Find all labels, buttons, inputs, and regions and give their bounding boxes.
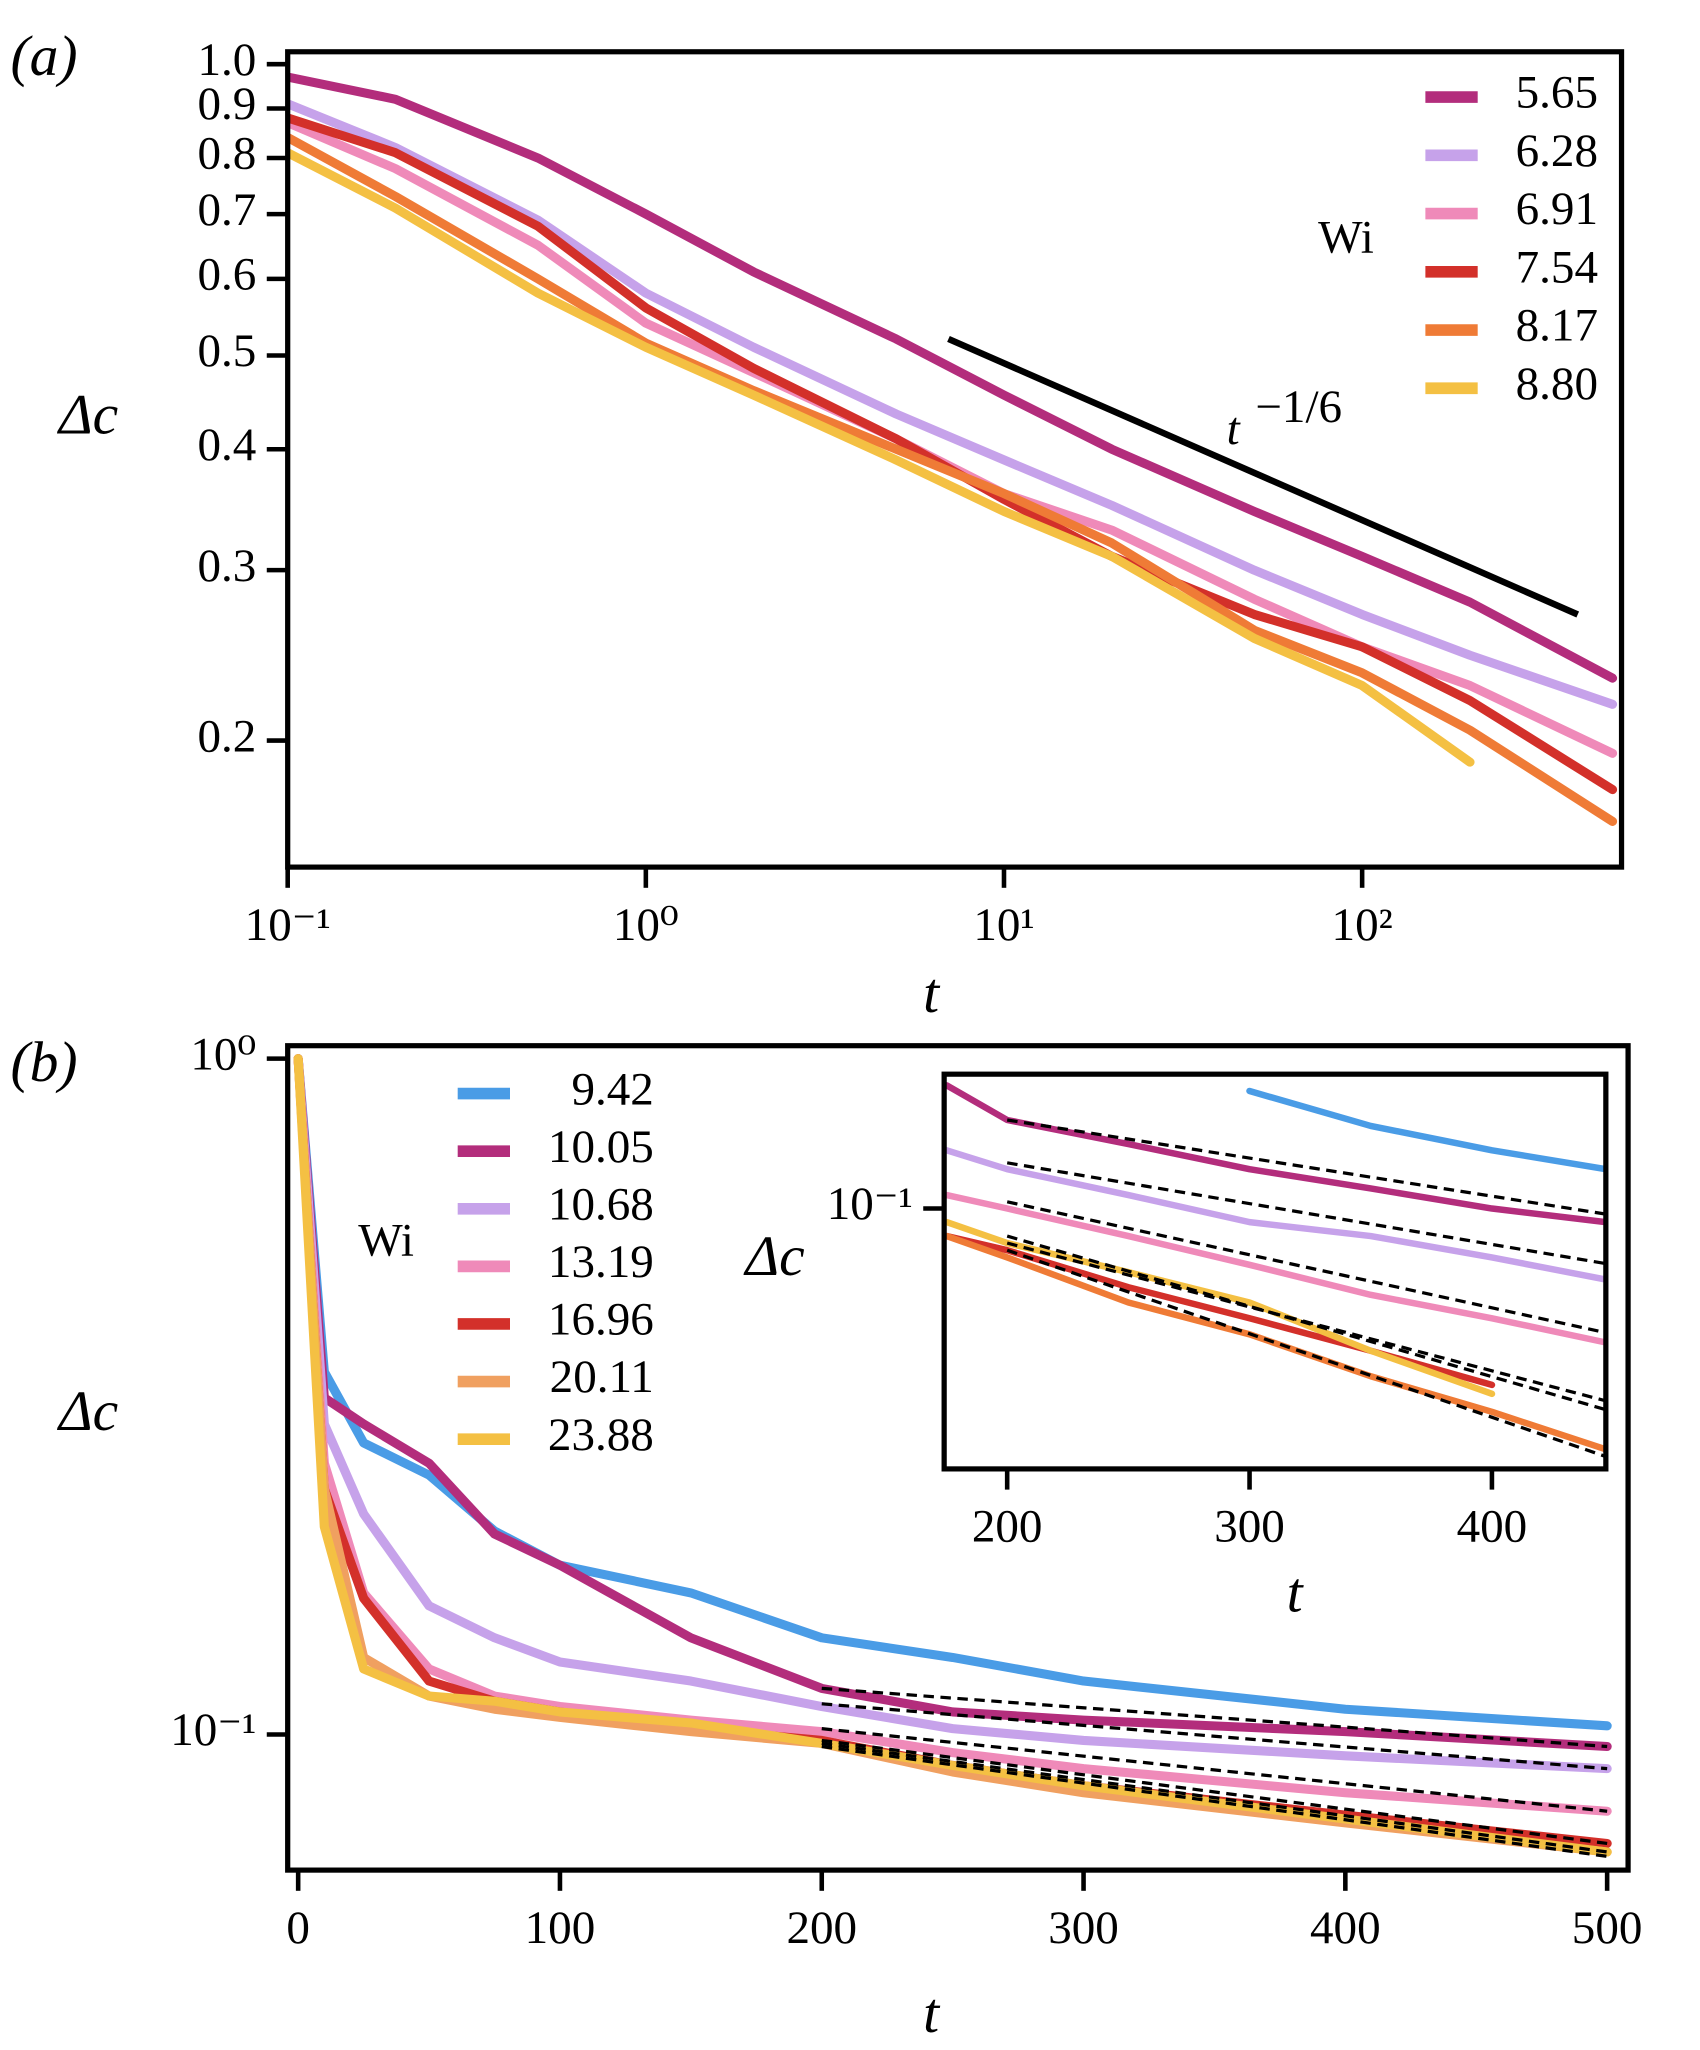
x-tick-label: 400	[1310, 1902, 1381, 1954]
plot-area	[287, 72, 1618, 826]
x-tick-label: 10⁰	[613, 899, 679, 951]
legend-label: 6.91	[1516, 183, 1598, 235]
y-tick-label: 0.2	[197, 710, 256, 762]
data-line	[944, 1147, 1606, 1283]
x-axis-label: t	[1287, 1562, 1305, 1625]
legend-label: 20.11	[550, 1351, 654, 1403]
axes-frame	[285, 1043, 1631, 1873]
x-tick-label: 10⁻¹	[245, 899, 331, 951]
x-tick-label: 300	[1048, 1902, 1119, 1954]
x-tick-label: 400	[1457, 1501, 1528, 1553]
legend-label: 8.80	[1516, 358, 1598, 410]
x-tick-label: 10¹	[973, 899, 1034, 951]
data-line	[287, 72, 1618, 683]
legend-label: 9.42	[571, 1063, 653, 1115]
fit-line	[821, 1727, 1608, 1813]
x-axis-label: t	[923, 1982, 941, 2045]
data-line	[293, 1054, 1612, 1774]
x-tick-label: 500	[1572, 1902, 1643, 1954]
y-tick-label: 10⁻¹	[170, 1704, 256, 1756]
legend-title: Wi	[1318, 212, 1374, 264]
fit-line	[821, 1738, 1608, 1846]
legend-label: 23.88	[548, 1409, 654, 1461]
data-line	[293, 1054, 1612, 1857]
fit-line	[821, 1702, 1608, 1771]
x-axis-label: t	[923, 962, 941, 1025]
y-tick-label: 0.7	[197, 184, 256, 236]
x-tick-label: 300	[1214, 1501, 1285, 1553]
y-axis-label: Δc	[57, 384, 118, 447]
plot-area	[293, 1054, 1612, 1858]
fit-line	[1006, 1161, 1606, 1266]
fit-line	[821, 1741, 1608, 1854]
data-line	[287, 132, 1618, 826]
x-tick-label: 200	[786, 1902, 857, 1954]
data-line	[293, 1054, 1612, 1731]
data-line	[293, 1054, 1612, 1752]
fit-line	[1006, 1200, 1606, 1335]
data-line	[944, 1082, 1606, 1226]
legend-label: 13.19	[548, 1236, 654, 1288]
y-tick-label: 0.6	[197, 249, 256, 301]
y-axis-label: Δc	[57, 1380, 118, 1443]
y-axis-label: Δc	[743, 1225, 804, 1288]
x-tick-label: 100	[525, 1902, 596, 1954]
legend-label: 7.54	[1516, 242, 1598, 294]
axes-frame	[941, 1071, 1609, 1472]
x-tick-label: 10²	[1332, 899, 1393, 951]
y-tick-label: 0.4	[197, 419, 256, 471]
legend-label: 5.65	[1516, 67, 1598, 119]
reference-line	[947, 335, 1580, 618]
legend-label: 16.96	[548, 1294, 654, 1346]
plot-area	[944, 1082, 1606, 1459]
fit-line	[1006, 1234, 1606, 1412]
y-tick-label: 10⁰	[190, 1029, 256, 1081]
data-line	[1246, 1087, 1606, 1173]
y-tick-label: 10⁻¹	[827, 1178, 913, 1230]
panel-label: (b)	[10, 1031, 77, 1094]
legend-label: 8.17	[1516, 300, 1598, 352]
x-tick-label: 0	[286, 1902, 310, 1954]
x-tick-label: 200	[972, 1501, 1043, 1553]
legend-label: 6.28	[1516, 125, 1598, 177]
data-line	[287, 148, 1475, 767]
y-tick-label: 0.9	[197, 78, 256, 130]
axes-frame	[285, 49, 1625, 870]
y-tick-label: 1.0	[197, 34, 256, 86]
annotation-exponent: −1/6	[1255, 381, 1342, 433]
y-tick-label: 0.8	[197, 128, 256, 180]
data-line	[287, 99, 1618, 709]
y-tick-label: 0.5	[197, 325, 256, 377]
legend-label: 10.05	[548, 1121, 654, 1173]
fit-line	[1006, 1118, 1606, 1216]
legend-title: Wi	[358, 1215, 414, 1267]
y-tick-label: 0.3	[197, 540, 256, 592]
fit-line	[1006, 1248, 1606, 1459]
fit-line	[821, 1744, 1608, 1858]
fit-line	[821, 1686, 1608, 1749]
panel-label: (a)	[10, 25, 77, 88]
data-line	[944, 1191, 1606, 1346]
annotation: t	[1227, 403, 1241, 455]
legend-label: 10.68	[548, 1179, 654, 1231]
